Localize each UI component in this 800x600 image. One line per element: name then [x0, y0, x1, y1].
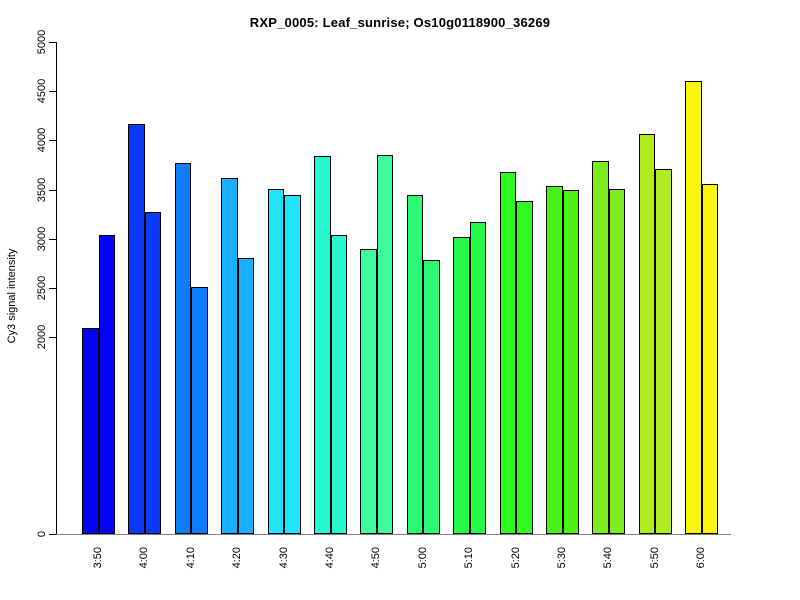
y-tick-mark: [49, 140, 56, 142]
bar: [685, 81, 702, 534]
x-tick-label: 5:30: [556, 547, 568, 569]
x-tick-label: 3:50: [92, 547, 104, 569]
x-tick-label: 4:40: [324, 547, 336, 569]
bar: [423, 259, 440, 534]
y-tick-label: 3000: [36, 226, 48, 252]
x-tick-label: 5:20: [509, 547, 522, 569]
bar: [376, 155, 394, 534]
bar: [128, 123, 145, 534]
x-tick-label: 4:30: [277, 547, 290, 569]
y-tick-label: 3500: [36, 177, 48, 202]
y-tick-label: 4000: [36, 128, 48, 153]
bar: [82, 328, 99, 534]
bar: [608, 188, 626, 534]
bar: [284, 194, 301, 534]
bar: [174, 163, 192, 534]
y-axis-line: [56, 42, 57, 535]
bar: [267, 189, 285, 534]
x-tick-label: 4:50: [370, 547, 383, 569]
bar: [453, 237, 470, 534]
bar: [562, 190, 579, 534]
bar: [406, 194, 424, 534]
y-tick-label: 2500: [36, 275, 48, 301]
y-tick-label: 5000: [36, 29, 48, 55]
y-tick-mark: [49, 337, 56, 339]
x-tick-label: 5:50: [648, 547, 661, 569]
bar: [221, 177, 238, 534]
x-tick-label: 5:00: [416, 547, 429, 569]
bar: [98, 234, 115, 534]
x-axis-baseline: [56, 534, 731, 535]
y-tick-mark: [49, 288, 56, 289]
y-tick-label: 0: [36, 530, 48, 538]
x-tick-label: 5:40: [602, 547, 615, 569]
x-tick-label: 4:10: [184, 547, 197, 569]
x-tick-label: 4:20: [231, 547, 244, 569]
chart-title: RXP_0005: Leaf_sunrise; Os10g0118900_362…: [249, 15, 551, 30]
bar: [191, 287, 208, 534]
y-tick-mark: [49, 91, 56, 93]
y-tick-mark: [49, 238, 56, 240]
bar: [144, 212, 162, 534]
y-tick-label: 2000: [36, 324, 48, 350]
bar: [469, 221, 487, 534]
bar: [516, 201, 533, 534]
x-tick-label: 4:00: [138, 547, 151, 569]
bar: [546, 186, 563, 534]
y-axis-label: Cy3 signal intensity: [6, 248, 18, 344]
x-tick-label: 6:00: [695, 547, 708, 569]
bar: [655, 168, 672, 534]
y-tick-mark: [49, 534, 56, 535]
y-tick-label: 4500: [36, 78, 48, 104]
x-tick-label: 5:10: [463, 547, 476, 569]
bar: [314, 155, 331, 534]
bar: [499, 171, 517, 534]
y-tick-mark: [49, 42, 56, 43]
bar: [360, 248, 377, 534]
bar: [638, 133, 656, 534]
y-tick-mark: [49, 189, 56, 191]
bar: [330, 234, 347, 534]
bar: [592, 160, 609, 534]
bar: [237, 258, 255, 534]
bar: [701, 184, 719, 534]
